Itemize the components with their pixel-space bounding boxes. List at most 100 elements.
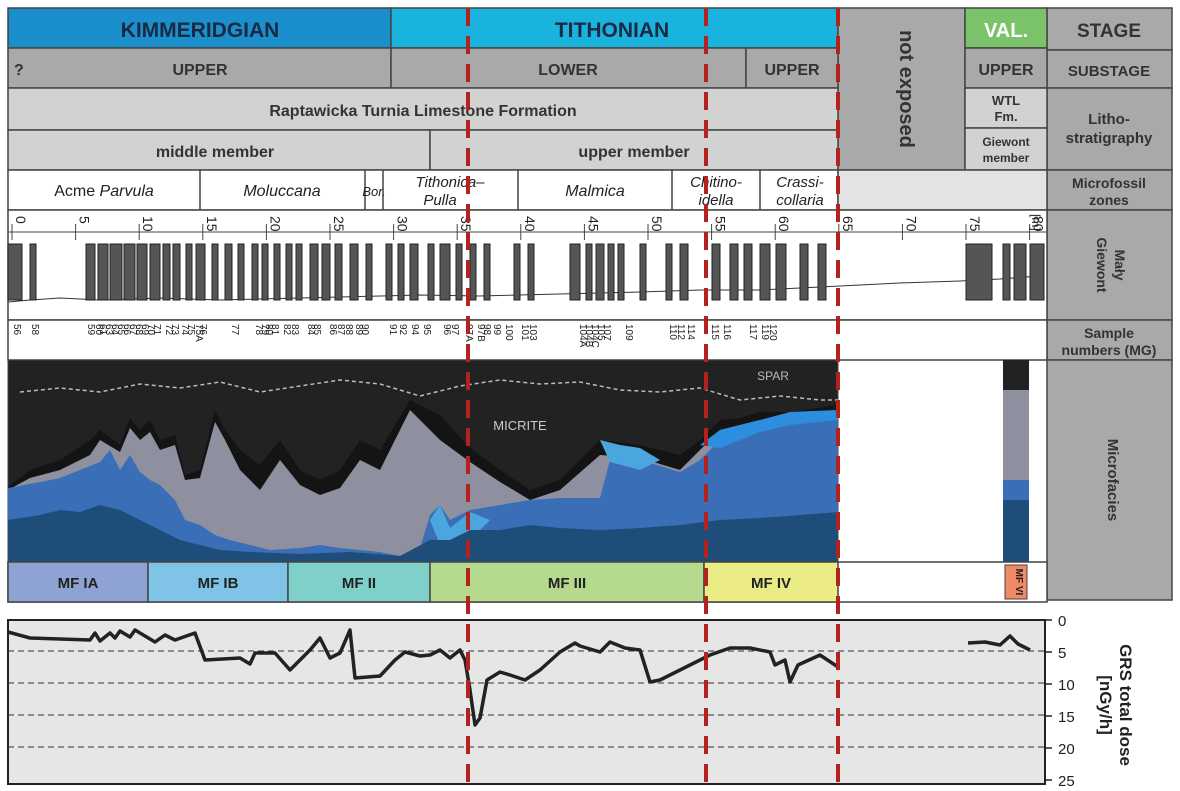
scale-label: 65 <box>840 216 856 232</box>
sample-number: 117 <box>747 324 758 340</box>
substage-upper-tith: UPPER <box>764 62 820 79</box>
sample-number: 94 <box>409 324 420 336</box>
sample-number: 107 <box>601 324 612 341</box>
sample-number: 88 <box>343 324 354 336</box>
grs-unit: [nGy/h] <box>1096 675 1115 735</box>
sample-number: 81 <box>269 324 280 336</box>
substage-upper-kimm: UPPER <box>172 62 228 79</box>
lithologic-bed <box>334 243 343 301</box>
boundary-lines <box>466 8 840 791</box>
lithologic-bed <box>817 243 827 301</box>
lithologic-bed <box>679 243 689 301</box>
mf-ii-box <box>287 561 431 603</box>
sample-number: 101 <box>519 324 530 341</box>
lithologic-bed <box>617 243 625 301</box>
sample-number: 82 <box>281 324 292 336</box>
sample-number: 89 <box>353 324 364 336</box>
mf-ia-label: MF IA <box>58 575 99 592</box>
scale-label: 35 <box>458 216 474 232</box>
scale-label: 40 <box>522 216 538 232</box>
sample-number: 90 <box>359 324 370 336</box>
sample-label-2: numbers (MG) <box>1062 342 1157 358</box>
sample-number: 116 <box>721 324 732 340</box>
microfacies-panel: MICRITE SPAR <box>7 359 1029 563</box>
zone-chitino: Chitino- <box>690 174 742 191</box>
sample-number: 74 <box>179 324 190 336</box>
lithologic-bed <box>569 243 581 301</box>
lithologic-bed <box>365 243 373 301</box>
lithologic-bed <box>123 243 136 301</box>
section-log: 0 5 10 15 20 25 30 35 40 45 50 55 60 65 70 75 80[m] <box>7 209 1048 321</box>
sample-number: 95 <box>421 324 432 336</box>
zone-tithonica: Tithonica– <box>415 174 485 191</box>
sample-number: 59 <box>85 324 96 336</box>
sample-number: 73 <box>169 324 180 336</box>
wtl-label-1: WTL <box>992 93 1020 108</box>
sample-number: 80 <box>263 324 274 336</box>
lithologic-bed <box>607 243 615 301</box>
lithologic-bed <box>397 243 405 301</box>
lithologic-bed <box>527 243 535 301</box>
mf-iv-label: MF IV <box>751 575 791 592</box>
grs-axis-label: 0 <box>1058 613 1066 630</box>
litho-rows: Raptawicka Turnia Limestone Formation WT… <box>7 87 1048 171</box>
zone-collaria: collaria <box>776 192 824 209</box>
valanginian-label: VAL. <box>984 20 1028 42</box>
sample-number: 67 <box>127 324 138 336</box>
lithologic-bed <box>251 243 259 301</box>
sample-number: 115 <box>709 324 720 340</box>
scale-label: 55 <box>713 216 729 232</box>
lithologic-bed <box>7 243 23 301</box>
lithologic-bed <box>349 243 359 301</box>
sample-number: 110 <box>667 324 678 340</box>
lithologic-bed <box>427 243 435 301</box>
lithologic-bed <box>409 243 419 301</box>
litho-label-1: Litho- <box>1088 111 1130 128</box>
sample-number: 103 <box>527 324 538 341</box>
scale-label: 20 <box>267 216 283 232</box>
lithologic-bed <box>483 243 491 301</box>
lithologic-bed <box>775 243 787 301</box>
sample-number: 97 <box>449 324 460 336</box>
microfacies-label: Microfacies <box>1104 439 1121 522</box>
sample-number: 56 <box>11 324 22 336</box>
sample-number: 75A <box>193 324 204 342</box>
scale-label: 45 <box>585 216 601 232</box>
microfossil-label-1: Microfossil <box>1072 175 1146 191</box>
not-exposed-cell <box>837 7 966 171</box>
zone-idella: idella <box>698 192 733 209</box>
scale-label: 70 <box>903 216 919 232</box>
lithologic-bed <box>595 243 605 301</box>
depth-scale: 0 5 10 15 20 25 30 35 40 45 50 55 60 65 70 75 80[m] <box>8 214 1047 240</box>
sample-number: 79 <box>259 324 270 336</box>
scale-label: 50 <box>649 216 665 232</box>
sample-number: 96 <box>441 324 452 336</box>
mf-ii-label: MF II <box>342 575 376 592</box>
mf-ib-label: MF IB <box>198 575 239 592</box>
lithologic-beds <box>7 243 1045 301</box>
lithologic-bed <box>321 243 331 301</box>
sample-number: 60 <box>93 324 104 336</box>
sample-number: 83 <box>289 324 300 336</box>
lithologic-bed <box>162 243 171 301</box>
maly-label-2: Giewont <box>1094 237 1110 293</box>
sample-number: 114 <box>685 324 696 340</box>
lithologic-bed <box>273 243 281 301</box>
sample-number: 104B <box>583 324 594 348</box>
sample-number: 71 <box>151 324 162 336</box>
kimmeridgian-label: KIMMERIDGIAN <box>121 19 280 42</box>
lithologic-bed <box>1029 243 1045 301</box>
lithologic-bed <box>295 243 303 301</box>
sample-number: 85 <box>311 324 322 336</box>
mf-iii-box <box>429 561 705 603</box>
substage-question: ? <box>14 62 24 79</box>
sample-number: 58 <box>29 324 40 336</box>
stage-row: KIMMERIDGIAN TITHONIAN not exposed VAL. <box>7 7 1048 171</box>
grs-axis-label: 15 <box>1058 709 1075 726</box>
scale-label: 75 <box>967 216 983 232</box>
lithologic-bed <box>1002 243 1011 301</box>
wtl-label-2: Fm. <box>994 109 1017 124</box>
sample-number: 64 <box>109 324 120 336</box>
